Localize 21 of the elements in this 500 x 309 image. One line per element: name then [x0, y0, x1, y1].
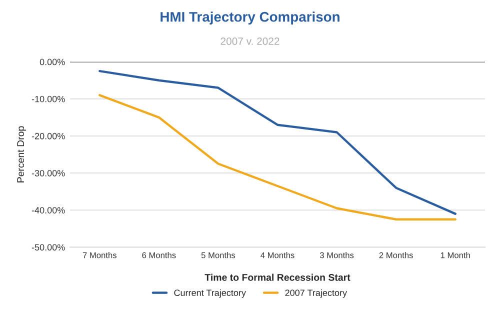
legend-label: Current Trajectory [174, 289, 246, 298]
chart-subtitle: 2007 v. 2022 [220, 38, 280, 45]
x-tick-label: 4 Months [260, 252, 294, 258]
y-tick-label: -10.00% [32, 96, 65, 102]
x-tick-label: 1 Month [440, 252, 470, 258]
y-tick-label: -20.00% [32, 132, 65, 140]
x-axis-title: Time to Formal Recession Start [204, 274, 350, 281]
y-tick-label: -30.00% [32, 170, 65, 176]
y-axis-title: Percent Drop [17, 126, 26, 182]
x-tick-label: 5 Months [201, 252, 236, 258]
y-tick-label: -50.00% [32, 244, 65, 251]
x-tick-label: 3 Months [320, 252, 354, 258]
legend-label: 2007 Trajectory [285, 289, 348, 298]
y-tick-label: -40.00% [32, 207, 65, 214]
line-series [98, 94, 456, 220]
x-tick-label: 6 Months [142, 252, 176, 258]
x-tick-label: 2 Months [379, 252, 413, 258]
line-series [98, 70, 456, 215]
x-tick-label: 7 Months [82, 252, 116, 258]
chart-title: HMI Trajectory Comparison [160, 12, 340, 25]
y-tick-label: 0.00% [40, 58, 65, 66]
